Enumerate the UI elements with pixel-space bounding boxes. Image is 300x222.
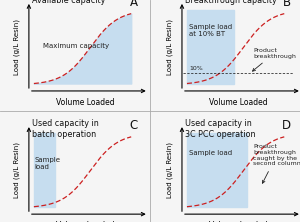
- Bar: [187, 10, 234, 83]
- Text: Available capacity: Available capacity: [32, 0, 106, 5]
- Text: Volume Loaded: Volume Loaded: [209, 98, 268, 107]
- Text: Product
breakthrough: Product breakthrough: [253, 48, 296, 71]
- Text: Maximum capacity: Maximum capacity: [43, 43, 110, 49]
- Text: Used capacity in
batch operation: Used capacity in batch operation: [32, 119, 99, 139]
- Text: B: B: [283, 0, 291, 9]
- Bar: [187, 133, 247, 207]
- Text: C: C: [129, 119, 138, 132]
- Text: Breakthrough capacity: Breakthrough capacity: [185, 0, 277, 5]
- Text: Product
breakthrough
caught by the
second column: Product breakthrough caught by the secon…: [253, 144, 300, 183]
- Text: Load (g/L Resin): Load (g/L Resin): [14, 142, 20, 198]
- Text: Load (g/L Resin): Load (g/L Resin): [167, 19, 173, 75]
- Text: Volume Loaded: Volume Loaded: [56, 221, 115, 222]
- Text: Volume Loaded: Volume Loaded: [56, 98, 115, 107]
- Text: Sample
load: Sample load: [34, 157, 60, 170]
- Bar: [34, 133, 55, 207]
- Text: Volume Loaded: Volume Loaded: [209, 221, 268, 222]
- Text: Used capacity in
3C PCC operation: Used capacity in 3C PCC operation: [185, 119, 256, 139]
- Text: Sample load
at 10% BT: Sample load at 10% BT: [189, 24, 232, 38]
- Text: Load (g/L Resin): Load (g/L Resin): [167, 142, 173, 198]
- Text: Sample load: Sample load: [189, 150, 232, 156]
- Text: D: D: [281, 119, 291, 132]
- Text: A: A: [130, 0, 138, 9]
- Text: 10%: 10%: [189, 66, 203, 71]
- Text: Load (g/L Resin): Load (g/L Resin): [14, 19, 20, 75]
